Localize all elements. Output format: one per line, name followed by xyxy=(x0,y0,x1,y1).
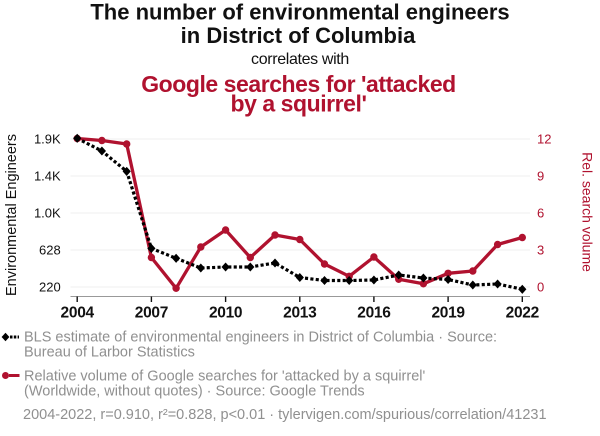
svg-text:Environmental Engineers: Environmental Engineers xyxy=(4,134,20,296)
svg-text:1.9K: 1.9K xyxy=(34,132,61,147)
svg-text:Relative volume of Google sear: Relative volume of Google searches for '… xyxy=(24,369,425,385)
svg-text:2019: 2019 xyxy=(431,305,465,322)
svg-text:0: 0 xyxy=(537,280,544,295)
svg-text:2016: 2016 xyxy=(357,305,391,322)
svg-text:2004-2022, r=0.910, r²=0.828,: 2004-2022, r=0.910, r²=0.828, p<0.01 · t… xyxy=(23,407,547,423)
svg-text:1.4K: 1.4K xyxy=(34,169,61,184)
svg-text:Rel. search volume: Rel. search volume xyxy=(580,152,596,272)
svg-text:9: 9 xyxy=(537,169,544,184)
svg-text:2007: 2007 xyxy=(135,305,168,322)
svg-text:2004: 2004 xyxy=(61,305,95,322)
svg-text:The number of environmental en: The number of environmental engineers xyxy=(90,0,509,24)
svg-text:correlates with: correlates with xyxy=(251,51,349,68)
svg-text:(Worldwide, without quotes) ·: (Worldwide, without quotes) · Source: Go… xyxy=(24,384,365,400)
svg-text:12: 12 xyxy=(537,132,551,147)
svg-text:2010: 2010 xyxy=(209,305,242,322)
svg-text:Google searches for 'attacked: Google searches for 'attacked xyxy=(141,71,456,97)
svg-text:2022: 2022 xyxy=(506,305,539,322)
svg-text:in District of Columbia: in District of Columbia xyxy=(181,23,416,48)
svg-text:Bureau of Larbor Statistics: Bureau of Larbor Statistics xyxy=(24,345,195,361)
svg-text:6: 6 xyxy=(537,206,544,221)
svg-text:1.0K: 1.0K xyxy=(34,206,61,221)
svg-text:3: 3 xyxy=(537,243,544,258)
svg-text:BLS estimate of environmental: BLS estimate of environmental engineers … xyxy=(24,330,497,346)
svg-text:2013: 2013 xyxy=(283,305,317,322)
svg-text:by a squirrel': by a squirrel' xyxy=(231,91,367,117)
svg-text:220: 220 xyxy=(39,280,61,295)
svg-text:628: 628 xyxy=(39,243,61,258)
